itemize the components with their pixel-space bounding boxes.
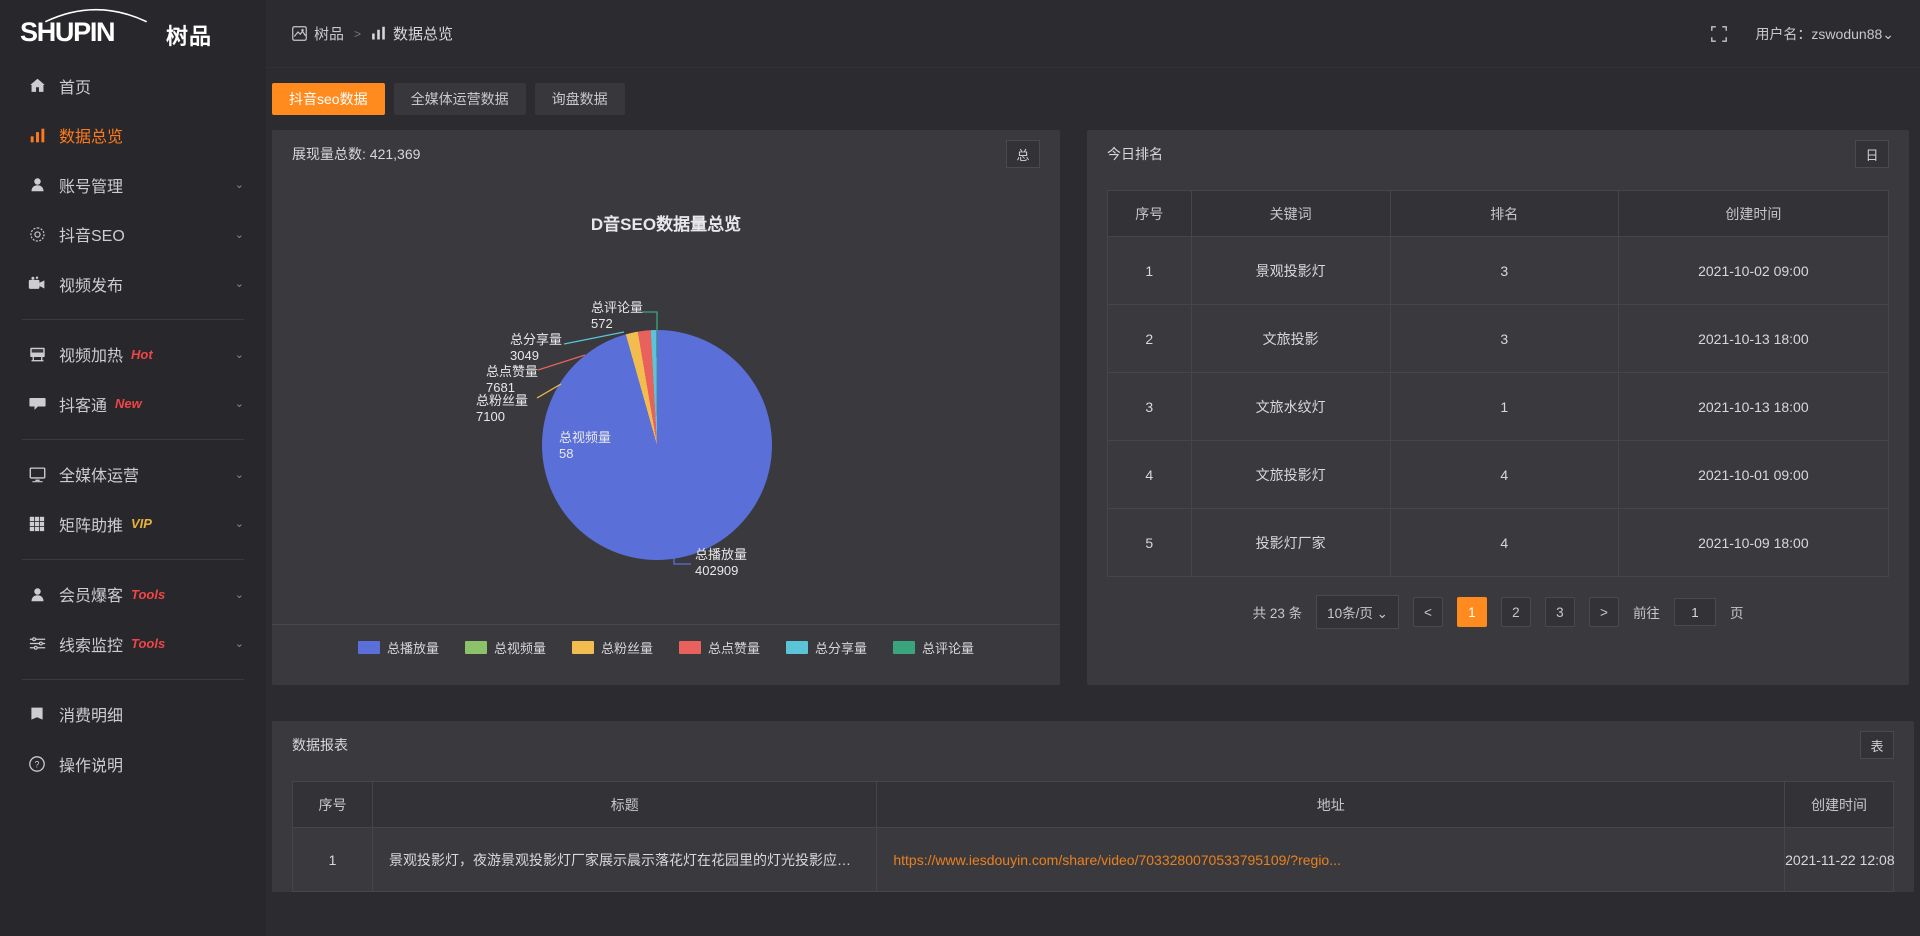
svg-text:?: ? <box>35 759 40 769</box>
